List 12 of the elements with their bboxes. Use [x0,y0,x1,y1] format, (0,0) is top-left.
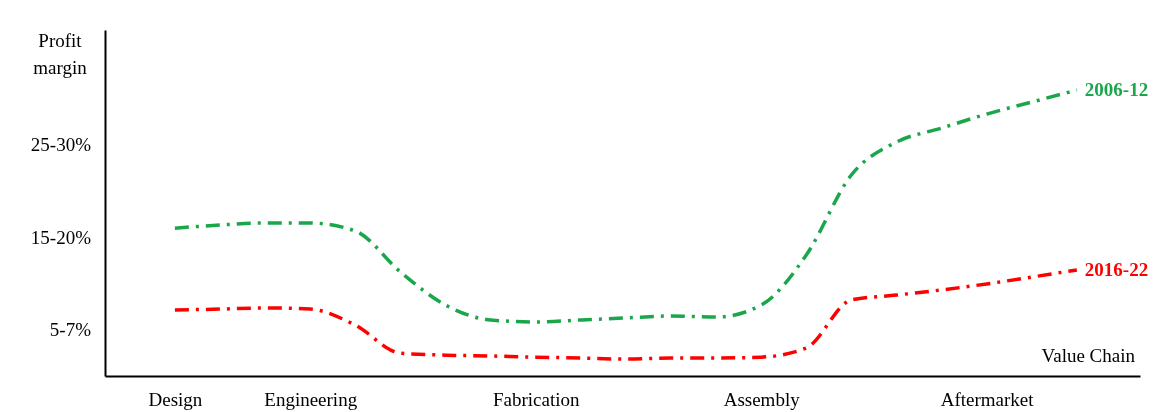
text: 25-30% [30,134,92,155]
x-tick-label: Design [148,388,203,410]
x-tick-label: Fabrication [492,388,580,410]
series-label: 2016-22 [1084,258,1149,280]
text: 15-20% [30,226,92,248]
x-axis-title: Value Chain [1041,345,1136,366]
x-tick-label: Engineering [264,388,358,410]
series-label: 2006-12 [1084,79,1149,101]
x-tick-label: Aftermarket [940,388,1035,410]
x-tick-label: Assembly [723,388,801,410]
y-axis-title: Profit margin [33,30,88,78]
text: 5-7% [49,319,92,340]
